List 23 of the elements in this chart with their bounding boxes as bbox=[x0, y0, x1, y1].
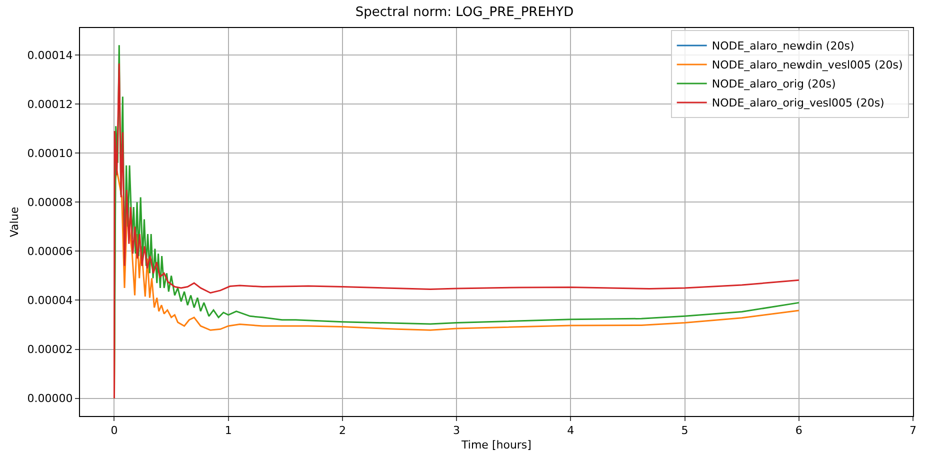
y-tick-label: 0.00008 bbox=[27, 196, 73, 209]
legend-label: NODE_alaro_orig (20s) bbox=[712, 78, 836, 91]
legend-label: NODE_alaro_newdin_vesl005 (20s) bbox=[712, 58, 903, 72]
y-tick-label: 0.00000 bbox=[27, 392, 73, 406]
x-tick-label: 1 bbox=[224, 424, 232, 438]
y-axis-title: Value bbox=[8, 206, 21, 238]
x-tick-label: 3 bbox=[453, 424, 460, 438]
x-tick-label: 5 bbox=[681, 424, 688, 438]
legend-label: NODE_alaro_newdin (20s) bbox=[712, 40, 854, 53]
y-tick-label: 0.00002 bbox=[27, 343, 73, 356]
legend-label: NODE_alaro_orig_vesl005 (20s) bbox=[712, 96, 884, 110]
x-tick-label: 0 bbox=[110, 424, 118, 438]
y-tick-label: 0.00004 bbox=[27, 294, 73, 308]
y-tick-label: 0.00014 bbox=[27, 48, 73, 62]
y-tick-label: 0.00012 bbox=[27, 98, 73, 111]
x-tick-label: 6 bbox=[795, 424, 802, 438]
x-axis-title: Time [hours] bbox=[460, 438, 532, 452]
x-tick-label: 7 bbox=[910, 424, 916, 438]
chart-title: Spectral norm: LOG_PRE_PREHYD bbox=[355, 5, 574, 20]
x-tick-label: 2 bbox=[338, 424, 346, 438]
x-tick-label: 4 bbox=[567, 424, 574, 438]
y-tick-label: 0.00010 bbox=[27, 146, 73, 160]
y-tick-label: 0.00006 bbox=[27, 245, 73, 258]
